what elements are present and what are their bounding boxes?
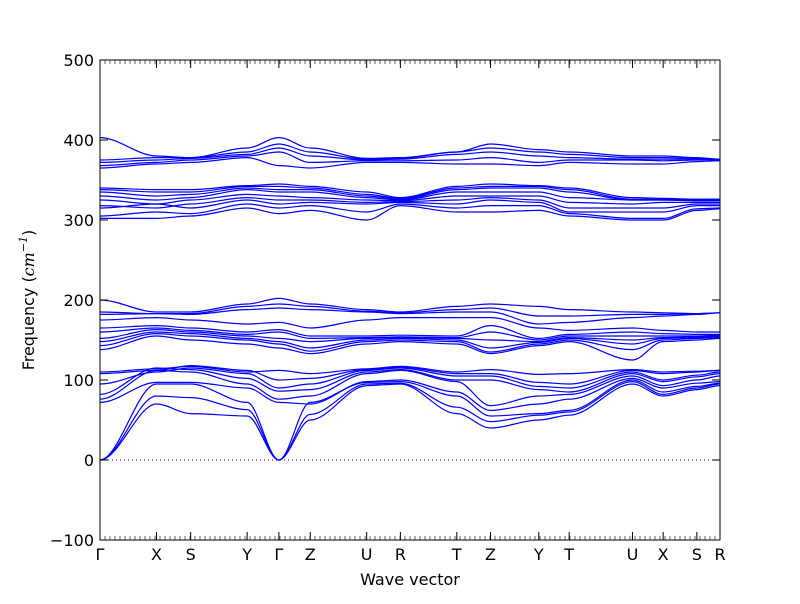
band-line	[99, 324, 720, 340]
x-tick-label: X	[151, 545, 162, 564]
y-axis-label-unit: cm	[19, 252, 38, 276]
y-tick-label: 500	[63, 51, 94, 70]
x-tick-label: T	[451, 545, 462, 564]
band-line	[99, 156, 721, 169]
x-tick-label: R	[395, 545, 406, 564]
band-line	[99, 203, 721, 220]
band-line	[99, 335, 721, 361]
band-line	[99, 147, 720, 163]
x-tick-label: S	[186, 545, 196, 564]
y-tick-label: 0	[84, 451, 94, 470]
band-line	[99, 199, 720, 213]
x-tick-label: R	[714, 545, 725, 564]
band-line	[99, 196, 720, 209]
phonon-bands	[99, 136, 721, 461]
band-line	[99, 369, 721, 407]
band-line	[99, 136, 721, 160]
band-line	[99, 331, 721, 349]
band-line	[99, 328, 721, 343]
band-line	[99, 297, 721, 315]
band-line	[99, 187, 720, 201]
band-line	[99, 332, 721, 353]
x-tick-label: U	[361, 545, 373, 564]
band-line	[99, 379, 721, 461]
y-tick-label: 400	[63, 131, 94, 150]
band-line	[99, 364, 721, 385]
x-tick-label: Γ	[96, 545, 105, 564]
x-tick-label: Z	[305, 545, 316, 564]
minor-ticks	[99, 60, 721, 540]
y-axis-ticks: −100 0 100 200 300 400 500	[50, 51, 720, 550]
band-line	[100, 204, 721, 221]
band-line	[99, 151, 720, 167]
band-line	[99, 327, 721, 341]
band-line	[99, 377, 721, 412]
band-line	[99, 316, 720, 333]
y-tick-label: −100	[50, 531, 94, 550]
band-line	[99, 380, 721, 461]
y-tick-label: 300	[63, 211, 94, 230]
y-axis-label-suffix: )	[19, 230, 38, 236]
y-axis-label-prefix: Frequency (	[19, 276, 38, 370]
band-line	[99, 183, 720, 200]
x-axis-label: Wave vector	[360, 570, 460, 589]
band-line	[99, 365, 721, 376]
plot-background	[100, 60, 720, 540]
x-tick-label: Y	[533, 545, 544, 564]
band-line	[99, 185, 720, 200]
y-tick-label: 100	[63, 371, 94, 390]
x-tick-label: T	[563, 545, 574, 564]
y-axis-label-exponent: −1	[17, 236, 30, 252]
band-line	[99, 303, 721, 317]
band-line	[99, 193, 720, 205]
x-tick-label: U	[627, 545, 639, 564]
y-tick-label: 200	[63, 291, 94, 310]
x-tick-label: X	[658, 545, 669, 564]
band-line	[99, 367, 721, 389]
band-line	[99, 383, 721, 461]
x-tick-label: Γ	[274, 545, 283, 564]
band-line	[99, 367, 721, 395]
x-tick-label: Y	[241, 545, 252, 564]
y-axis-label: Frequency (cm−1)	[17, 230, 38, 371]
x-tick-label: S	[692, 545, 702, 564]
x-tick-label: Z	[485, 545, 496, 564]
band-line	[99, 307, 721, 325]
